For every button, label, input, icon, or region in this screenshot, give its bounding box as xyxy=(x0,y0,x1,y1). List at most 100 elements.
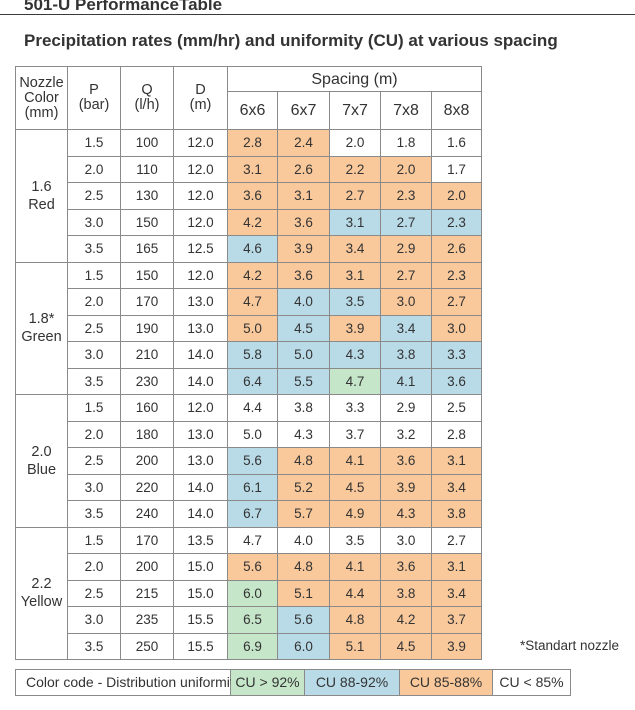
table-row: 3.0 150 12.0 4.2 3.6 3.1 2.7 2.3 xyxy=(16,208,482,236)
header-diameter-label: D xyxy=(195,82,206,98)
precip-rate-cell: 4.2 xyxy=(380,606,432,634)
table-row: 2.5 215 15.0 6.0 5.1 4.4 3.8 3.4 xyxy=(16,579,482,607)
precip-rate-cell: 3.7 xyxy=(329,420,381,448)
precip-rate-cell: 5.0 xyxy=(277,341,330,369)
precip-rate-cell: 4.4 xyxy=(329,579,381,607)
header-nozzle: Nozzle Color (mm) xyxy=(15,66,68,130)
precip-rate-cell: 5.7 xyxy=(277,500,330,528)
precip-rate-cell: 2.7 xyxy=(380,208,432,236)
flow-cell: 240 xyxy=(120,500,174,528)
table-body: 1.6 Red 1.5 100 12.0 2.8 2.4 2.0 1.8 1.6 2.0 110 12.… xyxy=(15,129,482,660)
precip-rate-cell: 3.4 xyxy=(431,473,482,501)
precip-rate-cell: 4.3 xyxy=(380,500,432,528)
table-row: 2.0 Blue 1.5 160 12.0 4.4 3.8 3.3 2.9 2.5 xyxy=(15,394,482,528)
header-spacing-6x6: 6x6 xyxy=(227,91,278,130)
precip-rate-cell: 3.8 xyxy=(380,579,432,607)
precip-rate-cell: 3.9 xyxy=(329,314,381,342)
precip-rate-cell: 4.3 xyxy=(277,420,330,448)
precip-rate-cell: 4.4 xyxy=(227,394,278,422)
precip-rate-cell: 4.7 xyxy=(329,367,381,395)
precip-rate-cell: 2.5 xyxy=(431,394,482,422)
precip-rate-cell: 3.9 xyxy=(431,632,482,660)
precip-rate-cell: 2.0 xyxy=(431,182,482,210)
nozzle-cell: 2.2 Yellow xyxy=(15,526,68,660)
precip-rate-cell: 3.6 xyxy=(227,182,278,210)
table-row: 2.0 200 15.0 5.6 4.8 4.1 3.6 3.1 xyxy=(16,553,482,581)
diameter-cell: 15.0 xyxy=(173,553,228,581)
precip-rate-cell: 3.4 xyxy=(431,579,482,607)
nozzle-cell: 1.6 Red xyxy=(15,129,68,263)
flow-cell: 160 xyxy=(120,394,174,422)
precip-rate-cell: 2.3 xyxy=(380,182,432,210)
precip-rate-cell: 4.5 xyxy=(380,632,432,660)
nozzle-size: 2.2 xyxy=(31,576,52,593)
precip-rate-cell: 2.8 xyxy=(227,129,278,157)
precip-rate-cell: 2.0 xyxy=(380,155,432,183)
header-spacing: Spacing (m) xyxy=(227,66,482,92)
table-row: 2.0 170 13.0 4.7 4.0 3.5 3.0 2.7 xyxy=(16,288,482,316)
diameter-cell: 15.0 xyxy=(173,579,228,607)
precip-rate-cell: 3.5 xyxy=(329,526,381,554)
legend-cu-88-92: CU 88-92% xyxy=(305,670,400,695)
precip-rate-cell: 2.6 xyxy=(431,235,482,263)
precip-rate-cell: 2.7 xyxy=(380,261,432,289)
nozzle-size: 1.8* xyxy=(28,311,55,328)
header-flow: Q (l/h) xyxy=(120,66,174,130)
color-legend: Color code - Distribution uniformity CU … xyxy=(15,669,571,696)
precip-rate-cell: 6.7 xyxy=(227,500,278,528)
header-pressure: P (bar) xyxy=(67,66,121,130)
diameter-cell: 12.0 xyxy=(173,261,228,289)
nozzle-cell: 1.8* Green xyxy=(15,261,68,395)
flow-cell: 250 xyxy=(120,632,174,660)
flow-cell: 150 xyxy=(120,208,174,236)
header-diameter: D (m) xyxy=(173,66,228,130)
table-row: 2.2 Yellow 1.5 170 13.5 4.7 4.0 3.5 3.0 2.7 xyxy=(15,526,482,660)
precip-rate-cell: 6.1 xyxy=(227,473,278,501)
precip-rate-cell: 2.7 xyxy=(329,182,381,210)
diameter-cell: 13.0 xyxy=(173,420,228,448)
nozzle-size: 2.0 xyxy=(31,443,52,460)
pressure-cell: 2.5 xyxy=(67,182,121,210)
precip-rate-cell: 3.1 xyxy=(431,553,482,581)
precip-rate-cell: 3.1 xyxy=(227,155,278,183)
pressure-cell: 2.5 xyxy=(67,447,121,475)
precip-rate-cell: 3.5 xyxy=(329,288,381,316)
pressure-cell: 3.0 xyxy=(67,473,121,501)
precip-rate-cell: 2.7 xyxy=(431,288,482,316)
table-row: 2.5 200 13.0 5.6 4.8 4.1 3.6 3.1 xyxy=(16,447,482,475)
table-row: 3.5 230 14.0 6.4 5.5 4.7 4.1 3.6 xyxy=(16,367,482,395)
precip-rate-cell: 5.8 xyxy=(227,341,278,369)
precip-rate-cell: 3.4 xyxy=(380,314,432,342)
header-pressure-label: P xyxy=(89,82,99,98)
pressure-cell: 2.0 xyxy=(67,155,121,183)
table-subtitle: Precipitation rates (mm/hr) and uniformi… xyxy=(24,31,558,50)
table-row: 1.8* Green 1.5 150 12.0 4.2 3.6 3.1 2.7 2.3 xyxy=(15,261,482,395)
table-row: 2.5 130 12.0 3.6 3.1 2.7 2.3 2.0 xyxy=(16,182,482,210)
pressure-cell: 3.5 xyxy=(67,632,121,660)
table-row: 2.0 110 12.0 3.1 2.6 2.2 2.0 1.7 xyxy=(16,155,482,183)
precip-rate-cell: 2.9 xyxy=(380,394,432,422)
table-row: 2.5 190 13.0 5.0 4.5 3.9 3.4 3.0 xyxy=(16,314,482,342)
table-row: 3.5 165 12.5 4.6 3.9 3.4 2.9 2.6 xyxy=(16,235,482,263)
pressure-cell: 1.5 xyxy=(67,526,121,554)
flow-cell: 220 xyxy=(120,473,174,501)
header-spacing-7x7: 7x7 xyxy=(329,91,381,130)
nozzle-color: Green xyxy=(21,329,62,346)
diameter-cell: 12.0 xyxy=(173,129,228,157)
flow-cell: 130 xyxy=(120,182,174,210)
precip-rate-cell: 5.6 xyxy=(227,553,278,581)
flow-cell: 170 xyxy=(120,288,174,316)
diameter-cell: 13.5 xyxy=(173,526,228,554)
header-spacing-6x7: 6x7 xyxy=(277,91,330,130)
precip-rate-cell: 4.2 xyxy=(227,208,278,236)
precip-rate-cell: 6.4 xyxy=(227,367,278,395)
precip-rate-cell: 1.8 xyxy=(380,129,432,157)
pressure-cell: 2.0 xyxy=(67,420,121,448)
legend-cu-above-92: CU > 92% xyxy=(231,670,305,695)
precip-rate-cell: 3.3 xyxy=(431,341,482,369)
nozzle-color: Blue xyxy=(26,461,57,478)
precip-rate-cell: 2.2 xyxy=(329,155,381,183)
precip-rate-cell: 4.0 xyxy=(277,526,330,554)
precip-rate-cell: 2.3 xyxy=(431,208,482,236)
diameter-cell: 12.0 xyxy=(173,394,228,422)
